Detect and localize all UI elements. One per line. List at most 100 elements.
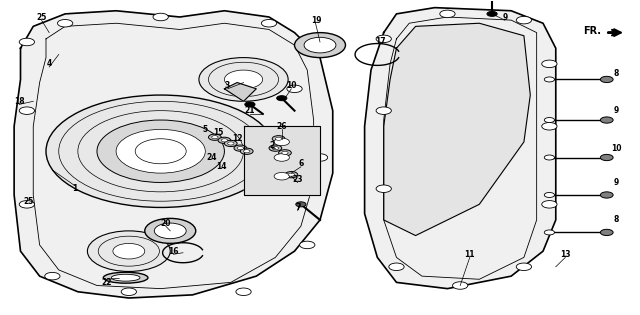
Circle shape xyxy=(234,145,246,151)
Text: 23: 23 xyxy=(292,175,303,184)
Circle shape xyxy=(541,60,557,68)
Circle shape xyxy=(225,70,262,89)
Text: 6: 6 xyxy=(298,159,303,168)
Circle shape xyxy=(544,155,554,160)
Text: 10: 10 xyxy=(286,81,296,90)
Text: 9: 9 xyxy=(614,178,619,187)
Circle shape xyxy=(269,145,282,151)
Polygon shape xyxy=(225,83,256,101)
Text: 20: 20 xyxy=(161,219,171,227)
Circle shape xyxy=(244,150,250,153)
Circle shape xyxy=(272,146,278,150)
Circle shape xyxy=(389,263,404,271)
Circle shape xyxy=(97,120,225,182)
Circle shape xyxy=(452,282,468,289)
Text: 8: 8 xyxy=(614,69,619,78)
Circle shape xyxy=(541,201,557,208)
Text: 7: 7 xyxy=(295,203,300,212)
Text: 11: 11 xyxy=(465,250,475,259)
Circle shape xyxy=(304,37,336,53)
Text: 18: 18 xyxy=(14,97,24,106)
Circle shape xyxy=(209,134,221,140)
Circle shape xyxy=(113,243,145,259)
Circle shape xyxy=(285,172,298,178)
Text: 13: 13 xyxy=(560,250,571,259)
Circle shape xyxy=(274,138,289,146)
Text: 16: 16 xyxy=(168,247,179,256)
Circle shape xyxy=(199,58,288,101)
Circle shape xyxy=(288,173,294,176)
Circle shape xyxy=(516,16,532,24)
Circle shape xyxy=(600,76,613,83)
Text: 22: 22 xyxy=(101,278,112,287)
Circle shape xyxy=(600,229,613,236)
Circle shape xyxy=(296,202,306,207)
Text: 1: 1 xyxy=(72,184,77,193)
Circle shape xyxy=(225,140,237,146)
Text: 15: 15 xyxy=(213,128,223,137)
Circle shape xyxy=(278,150,291,156)
Text: 25: 25 xyxy=(36,13,47,21)
Circle shape xyxy=(218,137,231,143)
Circle shape xyxy=(145,218,196,243)
Text: 9: 9 xyxy=(502,13,508,21)
Circle shape xyxy=(300,241,315,249)
Ellipse shape xyxy=(111,274,140,281)
Circle shape xyxy=(275,137,282,140)
Text: 9: 9 xyxy=(614,106,619,115)
Circle shape xyxy=(241,148,253,154)
Circle shape xyxy=(261,20,276,27)
FancyArrowPatch shape xyxy=(608,32,617,33)
Circle shape xyxy=(600,154,613,161)
Circle shape xyxy=(544,77,554,82)
Text: 24: 24 xyxy=(207,153,217,162)
Circle shape xyxy=(245,102,255,107)
Circle shape xyxy=(228,142,234,145)
Polygon shape xyxy=(14,11,333,298)
Text: 5: 5 xyxy=(203,125,208,134)
Circle shape xyxy=(276,96,287,101)
Circle shape xyxy=(121,288,136,295)
Polygon shape xyxy=(244,126,320,195)
Circle shape xyxy=(376,107,392,114)
Text: 21: 21 xyxy=(244,106,255,115)
Text: 2: 2 xyxy=(269,140,275,150)
Circle shape xyxy=(376,185,392,192)
Polygon shape xyxy=(365,8,556,289)
Circle shape xyxy=(19,107,35,114)
Circle shape xyxy=(287,85,302,93)
Circle shape xyxy=(154,223,186,239)
Ellipse shape xyxy=(103,272,148,283)
Text: 25: 25 xyxy=(23,197,33,206)
Circle shape xyxy=(88,231,170,272)
Circle shape xyxy=(58,20,73,27)
Circle shape xyxy=(544,117,554,123)
Text: 19: 19 xyxy=(312,16,322,25)
Circle shape xyxy=(135,139,186,164)
Text: 17: 17 xyxy=(375,37,386,47)
Circle shape xyxy=(600,117,613,123)
Text: 14: 14 xyxy=(216,162,227,171)
Circle shape xyxy=(272,136,285,142)
Circle shape xyxy=(153,13,168,21)
Circle shape xyxy=(221,139,228,142)
Text: 26: 26 xyxy=(276,122,287,131)
Circle shape xyxy=(212,136,218,139)
Circle shape xyxy=(19,201,35,208)
Circle shape xyxy=(274,173,289,180)
Circle shape xyxy=(544,192,554,198)
Circle shape xyxy=(19,38,35,46)
Circle shape xyxy=(274,154,289,161)
Circle shape xyxy=(440,10,455,18)
Text: 3: 3 xyxy=(225,81,230,90)
Circle shape xyxy=(294,33,346,58)
Circle shape xyxy=(487,11,497,16)
Circle shape xyxy=(600,192,613,198)
Text: FR.: FR. xyxy=(583,26,601,36)
Text: 8: 8 xyxy=(614,215,619,225)
Circle shape xyxy=(46,95,275,208)
Text: 4: 4 xyxy=(47,59,52,68)
Circle shape xyxy=(116,129,205,173)
Text: 10: 10 xyxy=(611,144,621,153)
Circle shape xyxy=(312,154,328,161)
